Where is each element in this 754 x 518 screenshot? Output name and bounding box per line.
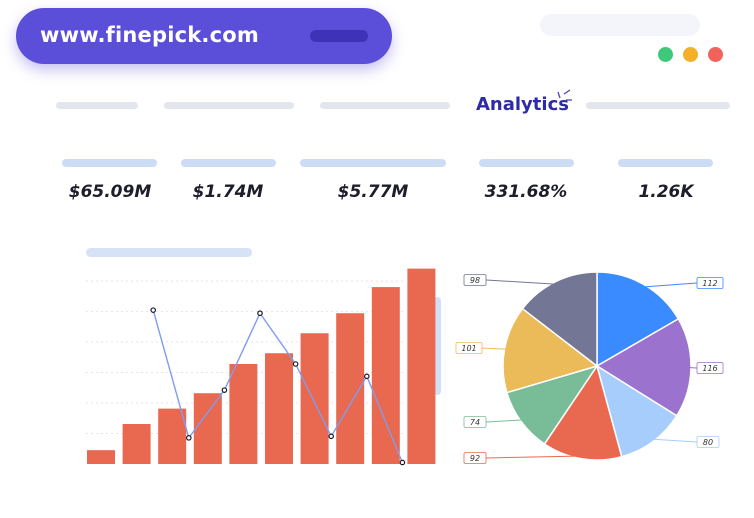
line-series [152, 309, 404, 463]
pie-slice-label: 116 [702, 364, 717, 373]
pie-slice-label: 112 [702, 279, 717, 288]
pie-leader-line [642, 282, 698, 288]
pie-slice-label: 92 [470, 454, 480, 463]
pie-slice[interactable] [505, 364, 599, 446]
line-point[interactable] [292, 361, 299, 367]
bar[interactable] [122, 424, 151, 464]
pie-slice[interactable] [595, 364, 678, 458]
stat-value-3: $5.77M [337, 182, 409, 202]
stat-value-4: 331.68% [484, 182, 568, 202]
pie-leader-line [481, 347, 508, 350]
pie-label-box [463, 452, 487, 464]
bar[interactable] [371, 287, 400, 464]
pie-label-box [696, 362, 724, 374]
bar[interactable] [158, 408, 187, 464]
pie-label-box [455, 342, 483, 354]
bar[interactable] [87, 450, 115, 464]
chart-scroll-handle[interactable] [433, 297, 441, 395]
address-bar-pill [310, 30, 368, 42]
stat-label-2 [181, 159, 276, 167]
pie-leader-line [485, 455, 583, 459]
pie-slice-label: 98 [470, 276, 480, 285]
pie-slice[interactable] [521, 271, 598, 368]
pie-leader-line [688, 366, 698, 369]
line-point[interactable] [186, 435, 192, 441]
nav-tab-placeholder-3[interactable] [320, 102, 450, 109]
chart-title-placeholder [86, 248, 252, 257]
line-point[interactable] [328, 433, 335, 440]
green-window-dot[interactable] [658, 47, 673, 62]
pie-leader-line [485, 279, 557, 285]
pie-label-box [696, 277, 724, 289]
pie-slice-label: 74 [470, 418, 480, 427]
pie-slice-label: 101 [461, 344, 476, 353]
pie-slice-label: 80 [703, 438, 713, 447]
pie-leader-line [651, 438, 698, 443]
line-point[interactable] [363, 373, 370, 380]
stat-label-1 [62, 159, 157, 167]
url-text: www.finepick.com [40, 23, 259, 47]
tab-analytics[interactable]: Analytics [476, 94, 569, 115]
bar[interactable] [300, 333, 329, 464]
address-bar[interactable]: www.finepick.com [16, 8, 392, 64]
pie-slice[interactable] [543, 364, 623, 461]
bar[interactable] [265, 353, 293, 464]
pie-leader-line [485, 419, 524, 423]
stat-value-5: 1.26K [638, 182, 694, 202]
line-point[interactable] [221, 387, 228, 393]
bar[interactable] [193, 393, 222, 464]
pie-label-box [463, 274, 487, 286]
line-point[interactable] [150, 307, 157, 313]
stat-value-2: $1.74M [192, 182, 264, 202]
header-placeholder [540, 14, 700, 36]
red-window-dot[interactable] [708, 47, 723, 62]
stat-label-5 [618, 159, 713, 167]
nav-tab-placeholder-1[interactable] [56, 102, 138, 109]
line-point[interactable] [399, 459, 406, 466]
bar[interactable] [407, 268, 436, 464]
stat-label-3 [300, 159, 446, 167]
stat-value-1: $65.09M [68, 182, 152, 202]
pie-slice[interactable] [596, 271, 680, 368]
nav-tab-placeholder-2[interactable] [164, 102, 294, 109]
stat-label-4 [479, 159, 574, 167]
yellow-window-dot[interactable] [683, 47, 698, 62]
pie-label-box [463, 416, 487, 428]
bar[interactable] [229, 364, 258, 464]
nav-tab-placeholder-4[interactable] [586, 102, 730, 109]
line-point[interactable] [257, 310, 263, 317]
sparkle-icon [557, 89, 572, 101]
pie-label-box [696, 436, 720, 448]
